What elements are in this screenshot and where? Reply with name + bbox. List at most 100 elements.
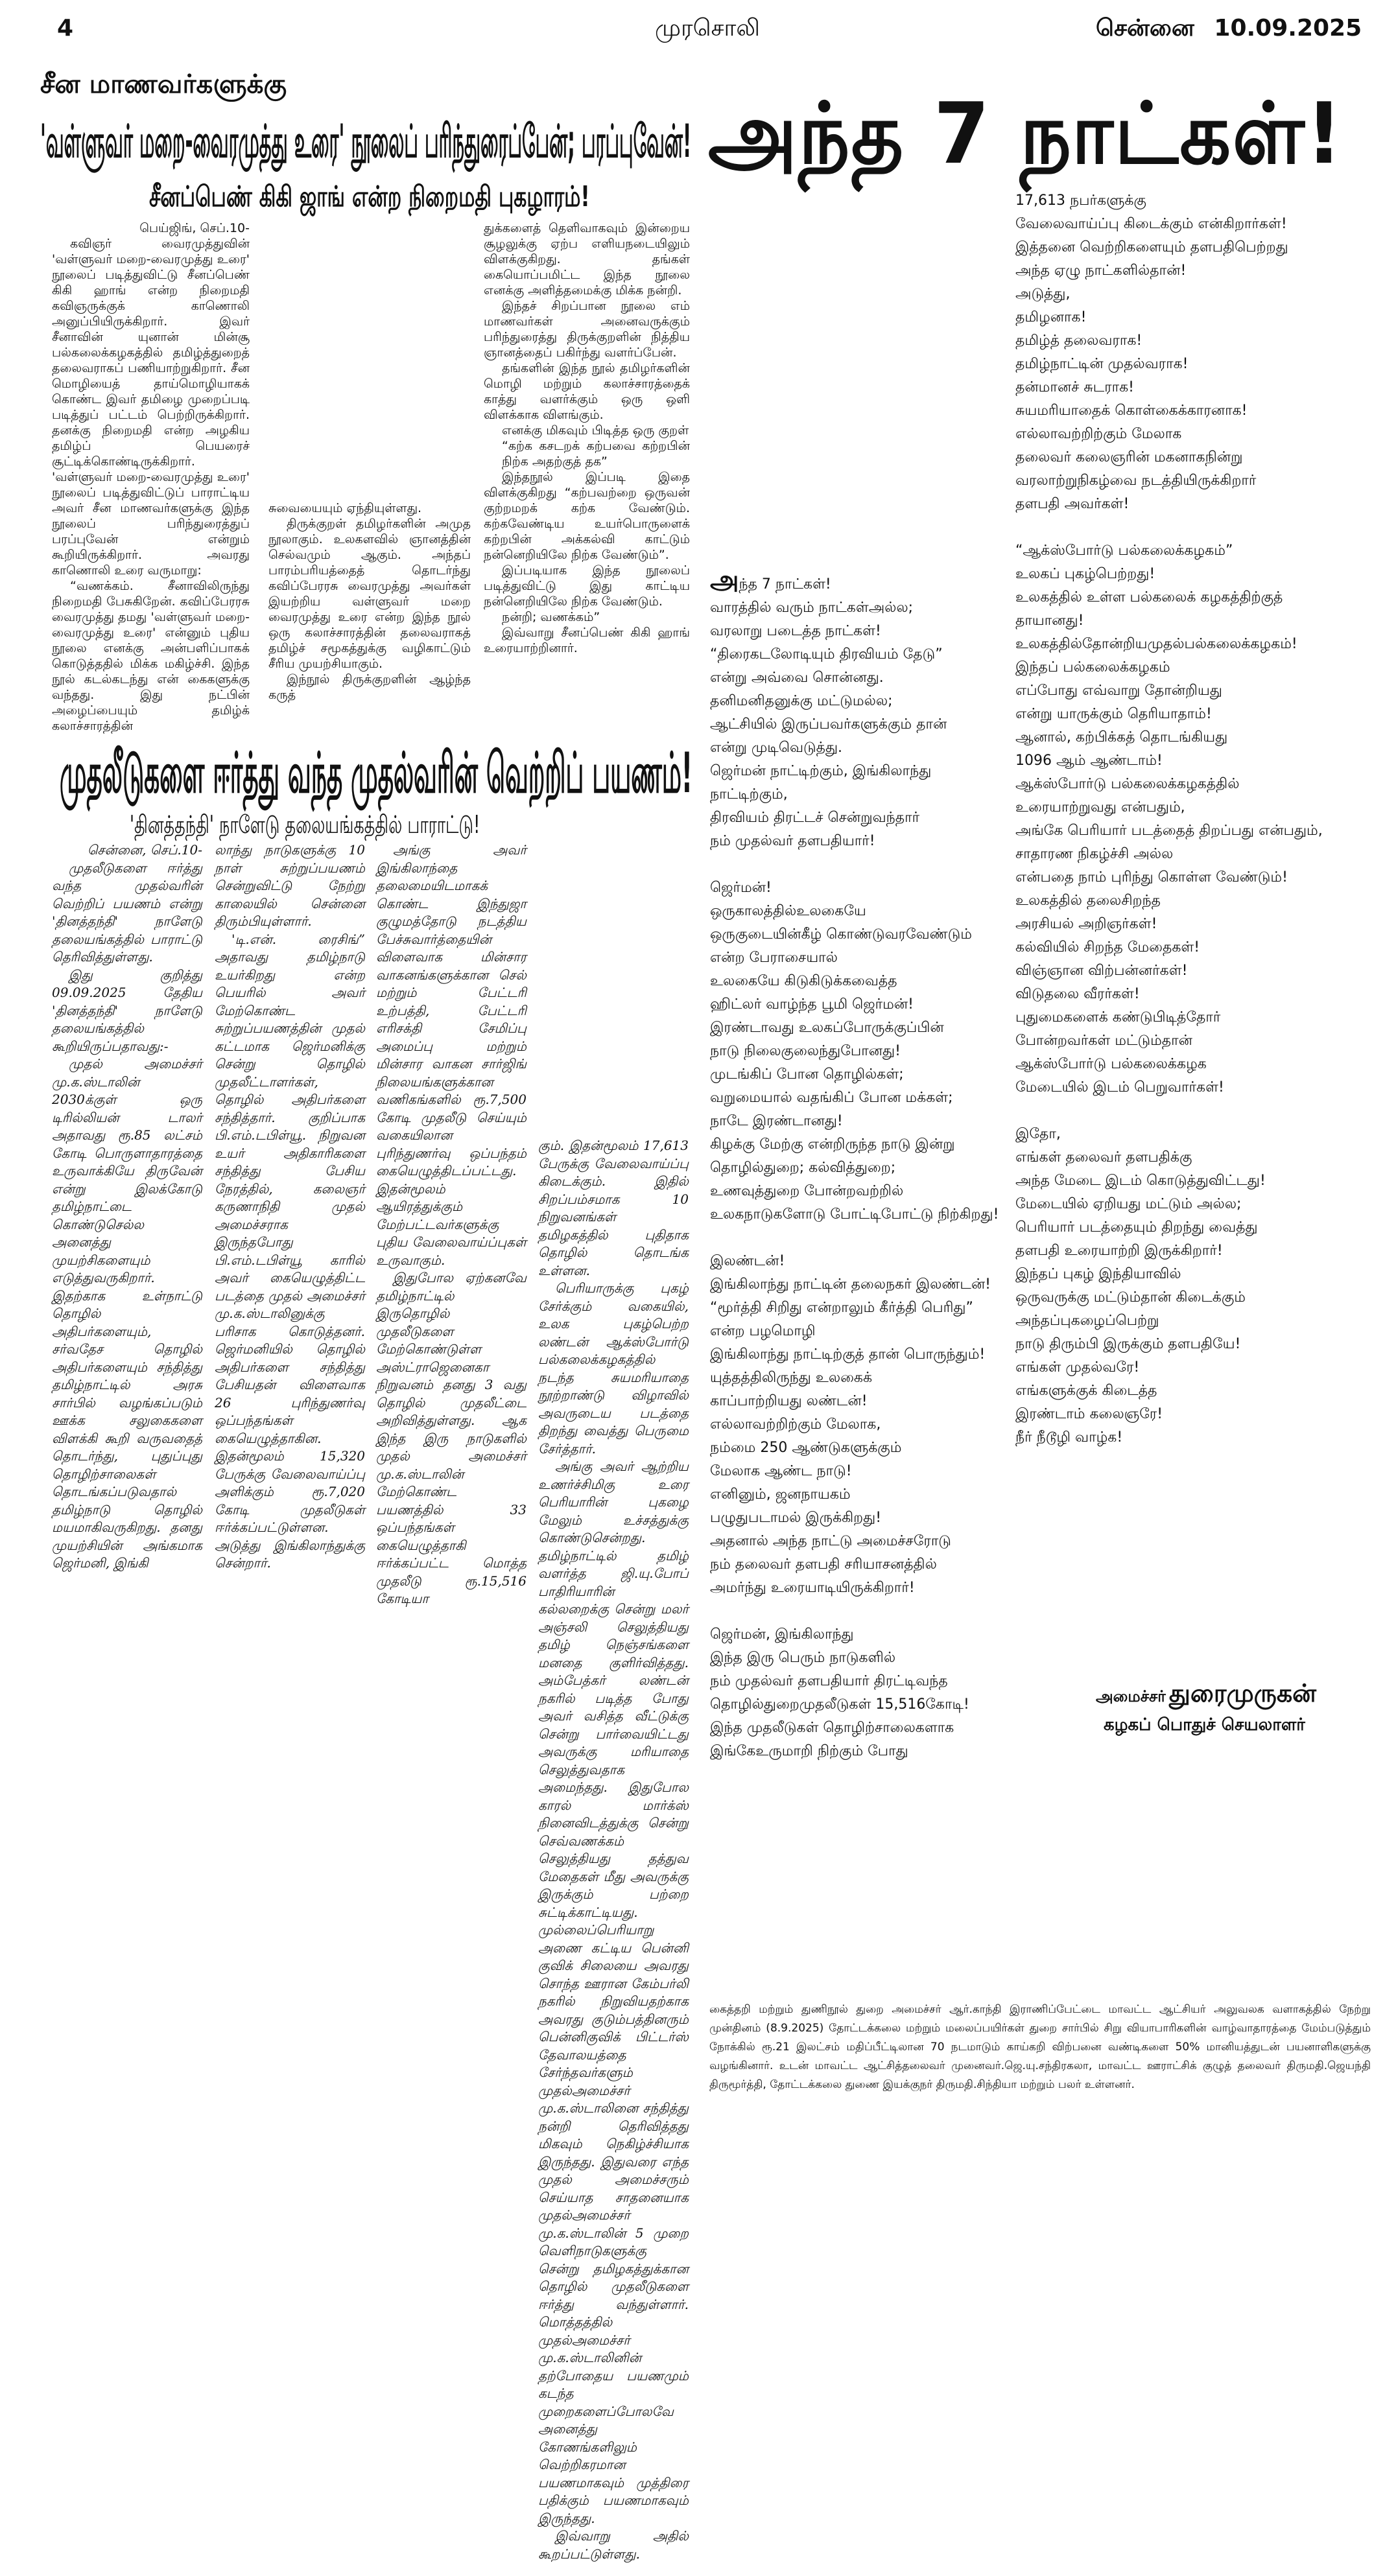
article1-kicker: சீன மாணவர்களுக்கு (40, 69, 287, 99)
poem-line: ஹிட்லர் வாழ்ந்த பூமி ஜெர்மன்! (710, 996, 914, 1013)
paragraph: எனக்கு மிகவும் பிடித்த ஒரு குறள் (502, 423, 689, 438)
poem-line: உலகையே கிடுகிடுக்கவைத்த (710, 973, 897, 989)
paragraph: அங்கு அவர் இங்கிலாந்தை தலைமையிடமாகக் கொண… (376, 842, 527, 1268)
poem-line: தொழில்துறை; கல்வித்துறை; (710, 1160, 896, 1176)
article2-column-1: சென்னை, செப்.10- முதலீடுகளை ஈர்த்து வந்த… (52, 841, 202, 1573)
paragraph: இப்படியாக இந்த நூலைப் படித்துவிட்டு இது … (484, 563, 690, 609)
poem-line: ஆட்சியில் இருப்பவர்களுக்கும் தான் (710, 716, 947, 732)
poem-line: வரலாற்றுநிகழ்வை நடத்தியிருக்கிறார் (1015, 473, 1257, 489)
paragraph: சுவையையும் ஏந்தியுள்ளது. (268, 501, 422, 515)
poem-line: புதுமைகளைக் கண்டுபிடித்தோர் (1015, 1009, 1221, 1025)
poem-line: இந்த முதலீடுகள் தொழிற்சாலைகளாக (710, 1720, 954, 1736)
issue-date: 10.09.2025 (1214, 15, 1362, 41)
poem-line: உலகத்தில் உள்ள பல்கலைக் கழகத்திற்குத் (1015, 589, 1283, 605)
poem-column-left: அந்த 7 நாட்கள்! வாரத்தில் வரும் நாட்கள்அ… (710, 567, 1005, 1786)
poem-line: இந்தப் பல்கலைக்கழகம் (1015, 659, 1170, 675)
poem-line: பெரியார் படத்தையும் திறந்து வைத்து (1015, 1219, 1258, 1235)
poem-line: வேலைவாய்ப்பு கிடைக்கும் என்கிறார்கள்! (1015, 216, 1287, 232)
poem-stanza: இதோ, எங்கள் தலைவர் தளபதிக்கு அந்த மேடை இடம… (1015, 1123, 1372, 1449)
poem-line: நீர் நீடூழி வாழ்க! (1015, 1429, 1123, 1446)
dateline-header: சென்னை 10.09.2025 (1096, 16, 1362, 41)
poem-line: எல்லாவற்றிற்கும் மேலாக, (710, 1416, 881, 1433)
poem-line: ஜெர்மன், இங்கிலாந்து (710, 1626, 854, 1643)
poem-line: “ஆக்ஸ்போர்டு பல்கலைக்கழகம்” (1015, 543, 1233, 559)
paragraph: இந்தநூல் இப்படி இதை விளக்குகிறது “கற்பவற… (484, 470, 690, 562)
poem-line: உலகத்தில் தலைசிறந்த (1015, 893, 1161, 909)
paragraph: பெரியாருக்கு புகழ் சேர்க்கும் வகையில், உ… (538, 1280, 689, 1457)
poem-line: அந்த ஏழு நாட்களில்தான்! (1015, 263, 1187, 279)
poem-line: நம்மை 250 ஆண்டுகளுக்கும் (710, 1440, 902, 1456)
poem-line: ந்த 7 நாட்கள்! (739, 576, 831, 592)
poem-line: விடுதலை வீரர்கள்! (1015, 986, 1140, 1002)
article2-dateline: சென்னை, செப்.10- (87, 842, 202, 858)
city: சென்னை (1096, 15, 1194, 41)
paragraph: லாந்து நாடுகளுக்கு 10 நாள் சுற்றுப்பயணம்… (215, 842, 365, 929)
poem-line: தனிமனிதனுக்கு மட்டுமல்ல; (710, 693, 893, 709)
article1-column-3: துக்களைத் தெளிவாகவும் இன்றைய சூழலுக்கு ஏ… (484, 220, 690, 656)
paragraph: இந்தச் சிறப்பான நூலை எம் மாணவர்கள் அனைவர… (484, 299, 690, 360)
poem-line: இங்கிலாந்து நாட்டின் தலைநகர் இலண்டன்! (710, 1276, 991, 1293)
poem-line: இங்கேஉருமாறி நிற்கும் போது (710, 1743, 908, 1759)
poem-line: 17,613 நபர்களுக்கு (1015, 193, 1146, 209)
poem-line: மேடையில் ஏறியது மட்டும் அல்ல; (1015, 1196, 1242, 1212)
poem-line: அதனால் அந்த நாட்டு அமைச்சரோடு (710, 1533, 951, 1549)
paragraph: இவ்வாறு அதில் கூறப்பட்டுள்ளது. (538, 2528, 689, 2562)
article1-subheadline: சீனப்பெண் கிகி ஜாங் என்ற நிறைமதி புகழாரம… (149, 180, 590, 213)
paragraph: அங்கு அவர் ஆற்றிய உணர்ச்சிமிகு உரை பெரிய… (538, 1458, 689, 2526)
poem-line: நாடே இரண்டானது! (710, 1113, 843, 1129)
poem-line: எங்கள் முதல்வரே! (1015, 1359, 1140, 1376)
paragraph: இதுபோல ஏற்கனவே தமிழ்நாட்டில் இருதொழில் ம… (376, 1270, 527, 1606)
paragraph: இது குறித்து 09.09.2025 தேதிய 'தினத்தந்த… (52, 966, 202, 1054)
author-post: கழகப் பொதுச் செயலாளர் (1104, 1715, 1305, 1735)
poem-line: கல்வியில் சிறந்த மேதைகள்! (1015, 939, 1200, 955)
poem-line: தமிழனாக! (1015, 309, 1087, 325)
poem-line: என்று முடிவெடுத்து. (710, 740, 843, 756)
author-name: துரைமுருகன் (1168, 1679, 1317, 1707)
poem-line: தன்மானச் சுடராக! (1015, 379, 1134, 395)
author-role: அமைச்சர் (1096, 1687, 1166, 1705)
poem-line: இத்தனை வெற்றிகளையும் தளபதிபெற்றது (1015, 239, 1288, 255)
poem-line: இரண்டாம் கலைஞரே! (1015, 1406, 1163, 1422)
poem-line: என்ற பேராசையால் (710, 950, 838, 966)
poem-line: என்ற பழமொழி (710, 1323, 816, 1339)
poem-line: 1096 ஆம் ஆண்டாம்! (1015, 753, 1163, 769)
poem-line: அந்த மேடை இடம் கொடுத்துவிட்டது! (1015, 1173, 1266, 1189)
poem-line: ஆனால், கற்பிக்கத் தொடங்கியது (1015, 729, 1228, 745)
poem-line: நம் முதல்வர் தளபதியார்! (710, 833, 875, 849)
poem-line: சுயமரியாதைக் கொள்கைக்காரனாக! (1015, 403, 1248, 419)
poem-line: வரலாறு படைத்த நாட்கள்! (710, 623, 881, 639)
poem-line: போன்றவர்கள் மட்டும்தான் (1015, 1033, 1192, 1049)
poem-line: திரவியம் திரட்டச் சென்றுவந்தார் (710, 810, 920, 826)
poem-line: தமிழ்நாட்டின் முதல்வராக! (1015, 356, 1189, 372)
page-number: 4 (57, 15, 74, 41)
poem-line: “திரைகடலோடியும் திரவியம் தேடு” (710, 646, 943, 662)
poem-line: நாடு திரும்பி இருக்கும் தளபதியே! (1015, 1336, 1241, 1352)
article1-dateline: பெய்ஜிங், செப்.10- (139, 221, 250, 235)
paragraph: திருக்குறள் தமிழர்களின் அமுத நூலாகும். உ… (268, 517, 471, 671)
poem-line: உலகநாடுகளோடு போட்டிபோட்டு நிற்கிறது! (710, 1206, 999, 1223)
poem-line: எப்போது எவ்வாறு தோன்றியது (1015, 683, 1222, 699)
article2-column-2: லாந்து நாடுகளுக்கு 10 நாள் சுற்றுப்பயணம்… (215, 841, 365, 1573)
poem-line: தொழில்துறைமுதலீடுகள் 15,516கோடி! (710, 1696, 969, 1713)
poem-line: எனினும், ஜனநாயகம் (710, 1486, 851, 1503)
poem-stanza: ஜெர்மன்! ஒருகாலத்தில்உலகையே ஒருகுடையின்கீழ… (710, 876, 1005, 1226)
paragraph: “வணக்கம். சீனாவிலிருந்து நிறைமதி பேசுகிற… (52, 579, 250, 733)
paper-name: முரசொலி (655, 15, 760, 41)
poem-line: நம் தலைவர் தளபதி சரியாசனத்தில் (710, 1556, 937, 1573)
poem-line: தலைவர் கலைஞரின் மகனாகநின்று (1015, 449, 1243, 465)
poem-line: வறுமையால் வதங்கிப் போன மக்கள்; (710, 1090, 953, 1106)
poem-line: இந்த இரு பெரும் நாடுகளில் (710, 1650, 896, 1666)
poem-stanza: ஜெர்மன், இங்கிலாந்து இந்த இரு பெரும் நாடு… (710, 1623, 1005, 1763)
poem-line: அரசியல் அறிஞர்கள்! (1015, 916, 1157, 932)
poem-line: என்று யாருக்கும் தெரியாதாம்! (1015, 706, 1212, 722)
paragraph: முதலீடுகளை ஈர்த்து வந்த முதல்வரின் வெற்ற… (52, 860, 202, 965)
poem-line: இலண்டன்! (710, 1253, 785, 1269)
poem-first-line: அந்த 7 நாட்கள்! (710, 567, 1005, 596)
poem-column-right: 17,613 நபர்களுக்கு வேலைவாய்ப்பு கிடைக்கும… (1015, 189, 1372, 1473)
poem-line: இதோ, (1015, 1126, 1061, 1142)
poem-line: எல்லாவற்றிற்கும் மேலாக (1015, 426, 1182, 442)
paragraph: 'டி.என். ரைசிங்” அதாவது தமிழ்நாடு உயர்கி… (215, 931, 365, 1571)
poem-line: காப்பாற்றியது லண்டன்! (710, 1393, 868, 1409)
article2-column-3: அங்கு அவர் இங்கிலாந்தை தலைமையிடமாகக் கொண… (376, 841, 527, 1608)
poem-line: என்று அவ்வை சொன்னது. (710, 670, 884, 686)
